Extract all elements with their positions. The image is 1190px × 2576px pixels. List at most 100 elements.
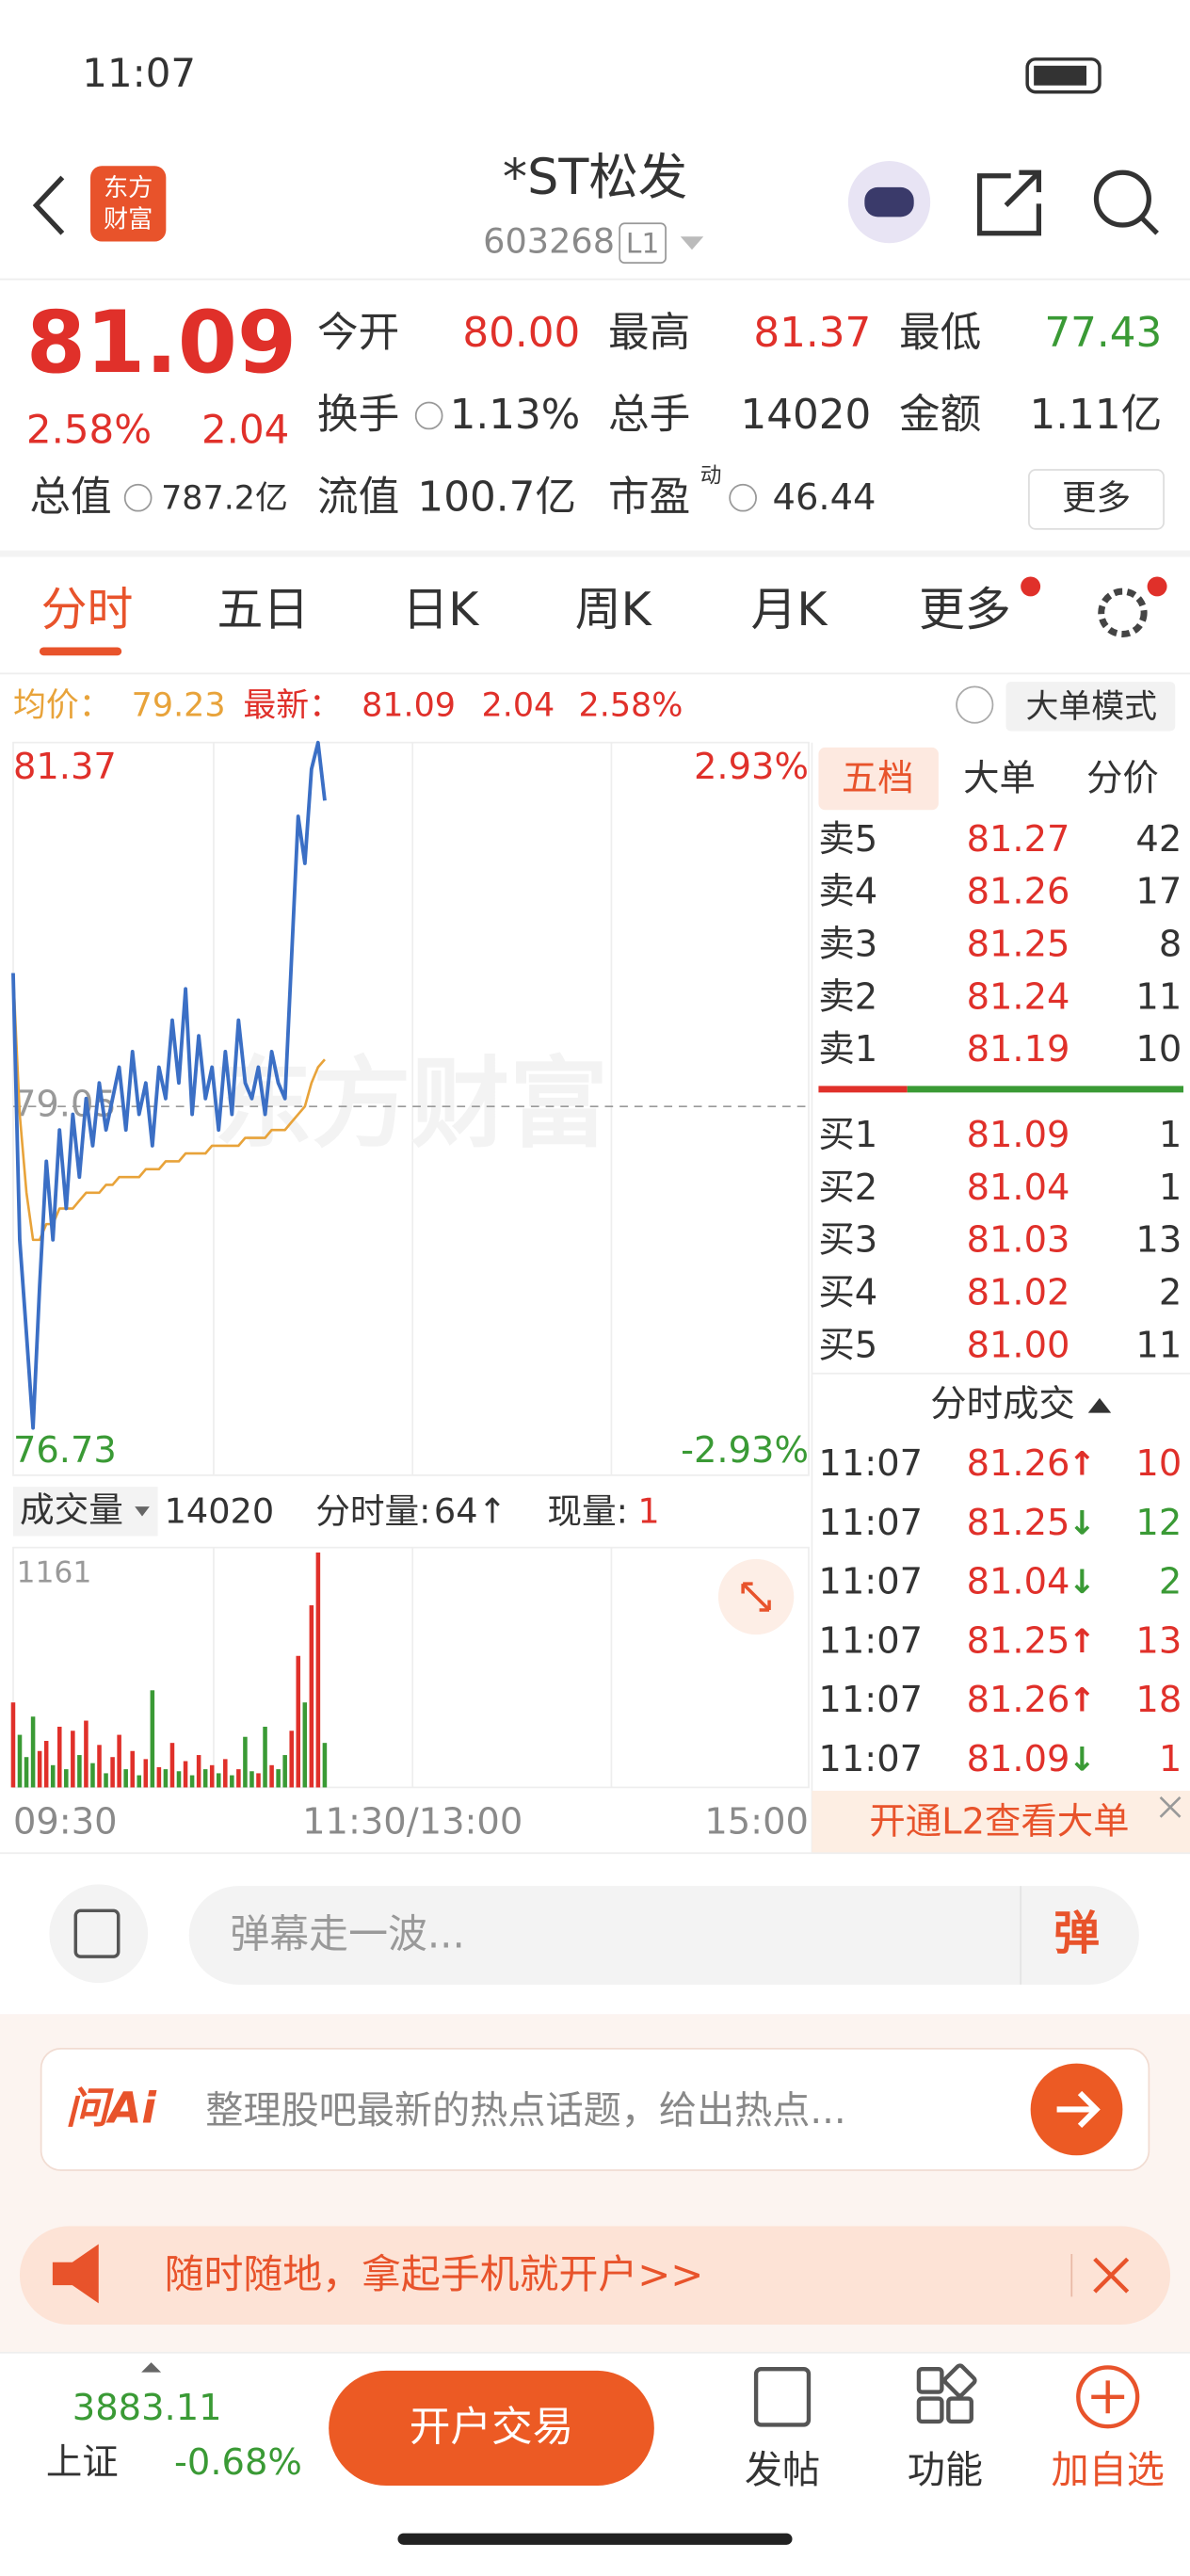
dropdown[interactable] bbox=[680, 236, 704, 250]
field-value: 1.13% bbox=[450, 392, 581, 439]
book-level: 买1 bbox=[818, 1114, 877, 1156]
stock-code: 603268 bbox=[483, 221, 615, 262]
comment-placeholder: 弹幕走一波... bbox=[230, 1911, 464, 1957]
volume-bar bbox=[163, 1769, 169, 1788]
field-label: 今开 bbox=[317, 310, 399, 357]
function-icon bbox=[916, 2396, 944, 2424]
info-icon[interactable] bbox=[414, 401, 443, 430]
volume-bar bbox=[296, 1655, 301, 1788]
logo bbox=[90, 166, 167, 242]
nav-post[interactable]: 发帖 bbox=[745, 2449, 820, 2492]
banner[interactable] bbox=[19, 2226, 1171, 2326]
trade-time: 11:07 bbox=[818, 1502, 923, 1544]
volume-bar bbox=[17, 1734, 23, 1788]
book-price: 81.19 bbox=[967, 1028, 1070, 1071]
trade-time: 11:07 bbox=[818, 1619, 923, 1662]
volume-bar bbox=[269, 1764, 274, 1788]
trade-label: 开户交易 bbox=[410, 2405, 574, 2452]
volume-bar bbox=[24, 1757, 29, 1788]
ai-brand: 问Ai bbox=[66, 2084, 157, 2133]
field-value: 77.43 bbox=[1044, 310, 1162, 357]
trade-button[interactable] bbox=[329, 2370, 654, 2487]
expand-arrow bbox=[141, 2362, 162, 2373]
trade-direction: ↑ bbox=[1069, 1623, 1096, 1661]
book-volume: 11 bbox=[1135, 975, 1182, 1018]
x-label: 09:30 bbox=[13, 1800, 118, 1843]
minute-vol: 64↑ bbox=[434, 1491, 507, 1532]
trades-title: 分时成交 bbox=[930, 1383, 1075, 1425]
book-price: 81.27 bbox=[967, 818, 1070, 861]
volume-bar bbox=[223, 1759, 228, 1788]
nav-watchlist[interactable]: 加自选 bbox=[1052, 2449, 1165, 2492]
volume-bar bbox=[196, 1755, 201, 1788]
volume-bar bbox=[243, 1736, 248, 1788]
comment-icon[interactable] bbox=[49, 1884, 149, 1984]
ai-box[interactable] bbox=[40, 2048, 1150, 2171]
more-button[interactable] bbox=[1028, 469, 1165, 530]
book-price: 81.24 bbox=[967, 975, 1070, 1018]
nav-function[interactable]: 功能 bbox=[908, 2449, 983, 2492]
tab[interactable]: 分时 bbox=[41, 583, 134, 636]
tab[interactable]: 更多 bbox=[919, 583, 1011, 636]
x-label: 15:00 bbox=[704, 1800, 809, 1843]
search-button[interactable] bbox=[1093, 169, 1151, 228]
clock: 11:07 bbox=[82, 50, 196, 96]
info-icon[interactable] bbox=[729, 483, 757, 512]
tab[interactable]: 周K bbox=[575, 583, 653, 636]
book-tab[interactable]: 大单 bbox=[963, 757, 1036, 799]
field-label: 总手 bbox=[608, 392, 690, 439]
change-pct: 2.58% bbox=[26, 406, 152, 452]
trade-price: 81.26 bbox=[967, 1679, 1070, 1721]
volume-bar bbox=[43, 1741, 49, 1788]
book-volume: 17 bbox=[1135, 871, 1182, 913]
volume-bar bbox=[315, 1552, 321, 1788]
index-change: -0.68% bbox=[174, 2441, 302, 2484]
settings-button[interactable] bbox=[1098, 588, 1148, 638]
function-icon bbox=[942, 2363, 977, 2398]
volume-bar bbox=[249, 1771, 254, 1788]
book-level: 买4 bbox=[818, 1271, 877, 1313]
search-handle bbox=[1140, 217, 1159, 235]
help-icon[interactable] bbox=[956, 685, 994, 724]
x-label: 11:30/13:00 bbox=[302, 1800, 523, 1843]
field-value: 100.7亿 bbox=[417, 474, 576, 521]
danmaku-button[interactable]: 弹 bbox=[1053, 1907, 1100, 1960]
field-label: 金额 bbox=[899, 392, 981, 439]
avg-label: 均价： bbox=[13, 686, 112, 724]
l2-bar[interactable] bbox=[812, 1790, 1190, 1854]
mode-label: 大单模式 bbox=[1025, 688, 1157, 726]
stock-title: *ST松发 bbox=[503, 149, 687, 206]
info-icon[interactable] bbox=[123, 483, 153, 512]
trade-price: 81.26 bbox=[967, 1442, 1070, 1485]
share-button[interactable] bbox=[976, 169, 1041, 236]
book-tab[interactable]: 五档 bbox=[842, 757, 914, 799]
trade-direction: ↑ bbox=[1069, 1445, 1096, 1483]
close-l2[interactable] bbox=[1159, 1795, 1182, 1818]
volume-selector[interactable] bbox=[12, 1487, 158, 1537]
sort-icon[interactable] bbox=[1087, 1397, 1112, 1413]
volume-bar bbox=[276, 1769, 281, 1788]
volume-bar bbox=[183, 1761, 188, 1788]
l2-label: 开通L2查看大单 bbox=[869, 1800, 1129, 1843]
ai-prompt: 整理股吧最新的热点话题，给出热点... bbox=[205, 2089, 845, 2133]
book-tab[interactable]: 分价 bbox=[1086, 757, 1159, 799]
tab[interactable]: 月K bbox=[751, 583, 829, 636]
trade-volume: 13 bbox=[1135, 1619, 1182, 1662]
back-button[interactable] bbox=[32, 175, 65, 235]
volume-bar bbox=[216, 1773, 221, 1788]
close-banner[interactable] bbox=[1093, 2257, 1130, 2294]
field-label: 总值 bbox=[29, 474, 111, 521]
tab[interactable]: 五日 bbox=[217, 583, 309, 636]
volume-bar bbox=[90, 1763, 95, 1788]
logo-text: 东方 bbox=[104, 174, 153, 202]
comment-input[interactable] bbox=[188, 1886, 1139, 1985]
book-price: 81.00 bbox=[967, 1324, 1070, 1366]
volume-bar bbox=[30, 1716, 36, 1788]
battery-level bbox=[1034, 65, 1087, 86]
tab[interactable]: 日K bbox=[402, 583, 480, 636]
badge-dot bbox=[1147, 576, 1167, 597]
volume-bar bbox=[309, 1605, 314, 1788]
mode-button[interactable] bbox=[1005, 682, 1176, 732]
latest-change-pct: 2.58% bbox=[579, 686, 683, 724]
field-value: 787.2亿 bbox=[161, 479, 288, 517]
